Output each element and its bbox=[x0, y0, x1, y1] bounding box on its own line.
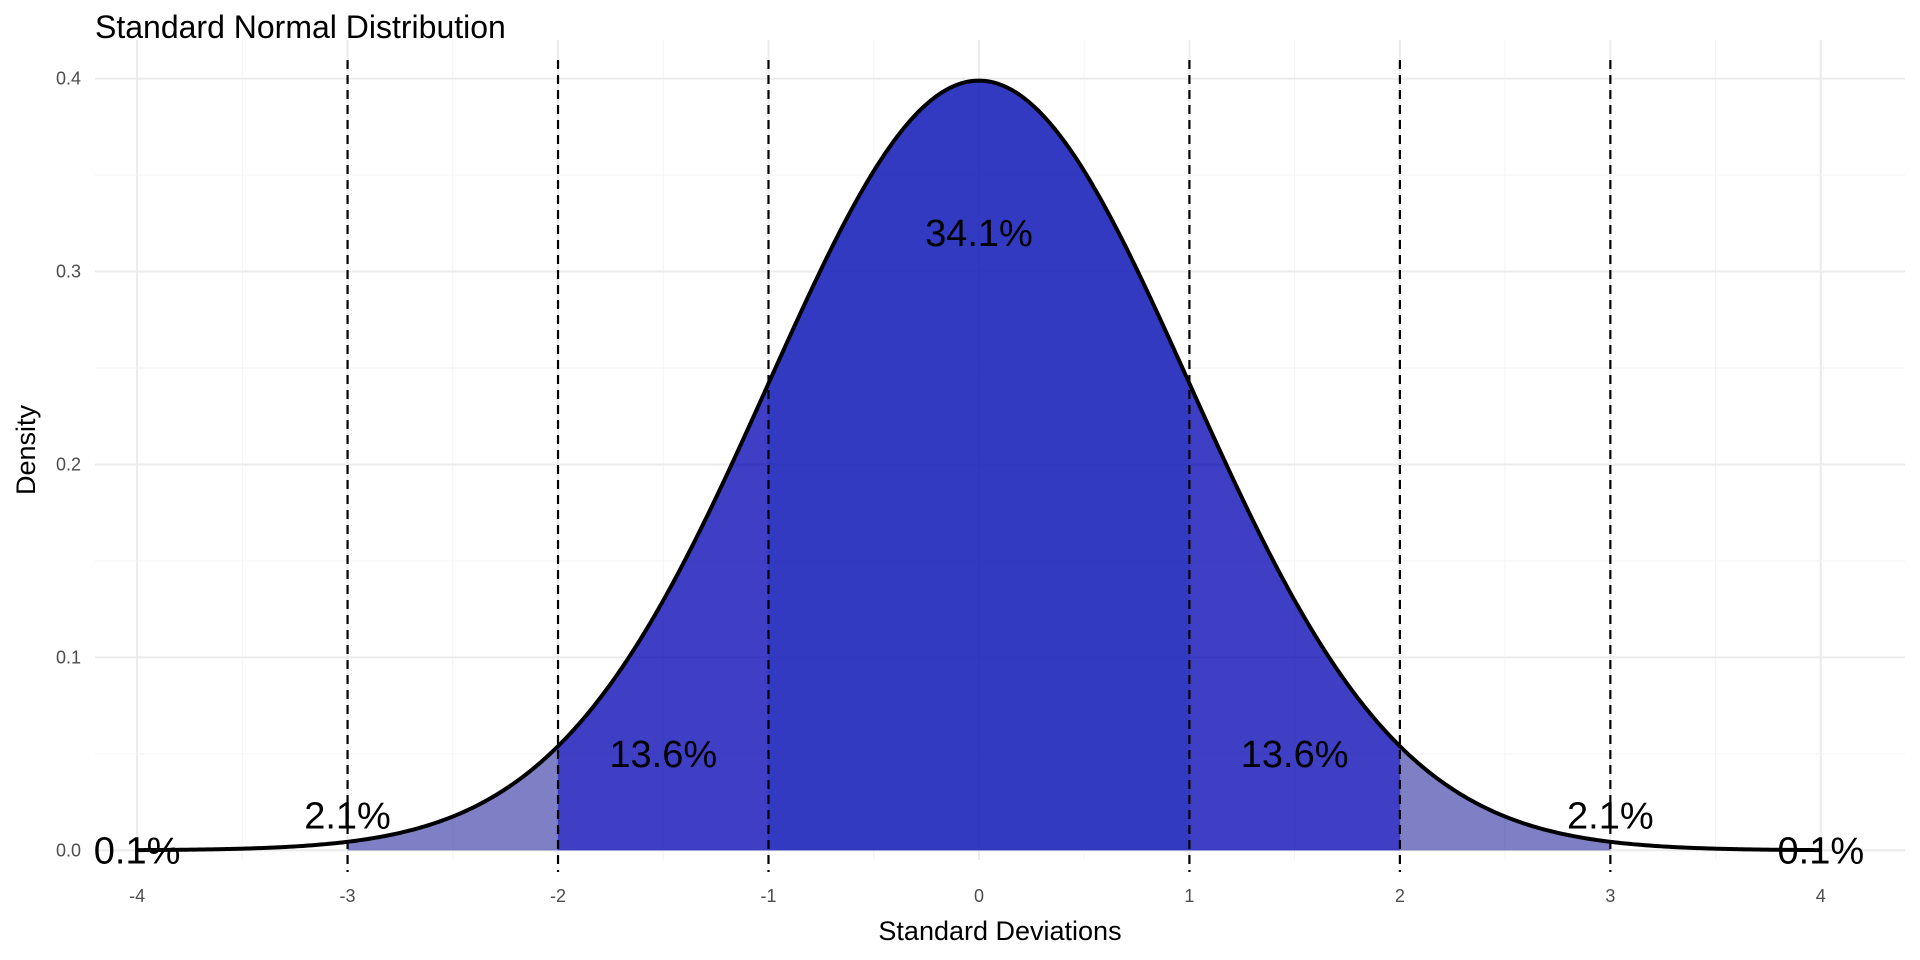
y-axis-title: Density bbox=[11, 404, 41, 495]
percentage-label: 13.6% bbox=[609, 734, 717, 776]
y-tick-label: 0.0 bbox=[56, 840, 81, 860]
shaded-regions bbox=[347, 80, 1611, 851]
reference-lines bbox=[346, 60, 1612, 872]
x-tick-label: -4 bbox=[129, 886, 145, 906]
density-curve-group bbox=[137, 78, 1821, 853]
x-tick-label: -2 bbox=[550, 886, 566, 906]
annotations: 34.1% 13.6% 13.6% 2.1% 2.1% 0.1% 0.1% bbox=[94, 213, 1864, 872]
x-tick-label: 2 bbox=[1395, 886, 1405, 906]
percentage-label: 0.1% bbox=[94, 830, 181, 872]
x-tick-label: 4 bbox=[1816, 886, 1826, 906]
x-tick-label: -1 bbox=[760, 886, 776, 906]
shaded-region bbox=[347, 80, 1611, 851]
chart-title: Standard Normal Distribution bbox=[95, 9, 506, 45]
percentage-label: 2.1% bbox=[1567, 796, 1654, 838]
density-curve bbox=[137, 78, 1821, 853]
x-tick-label: -3 bbox=[340, 886, 356, 906]
y-tick-label: 0.4 bbox=[56, 69, 81, 89]
x-axis-title: Standard Deviations bbox=[878, 916, 1121, 946]
percentage-label: 2.1% bbox=[304, 796, 391, 838]
y-tick-label: 0.2 bbox=[56, 454, 81, 474]
y-axis-ticks: 0.0 0.1 0.2 0.3 0.4 bbox=[56, 69, 81, 861]
percentage-label: 13.6% bbox=[1241, 734, 1349, 776]
y-tick-label: 0.1 bbox=[56, 647, 81, 667]
x-tick-label: 1 bbox=[1184, 886, 1194, 906]
x-tick-label: 0 bbox=[974, 886, 984, 906]
x-tick-label: 3 bbox=[1605, 886, 1615, 906]
percentage-label: 0.1% bbox=[1778, 830, 1865, 872]
y-tick-label: 0.3 bbox=[56, 262, 81, 282]
x-axis-ticks: -4 -3 -2 -1 0 1 2 3 4 bbox=[129, 886, 1826, 906]
percentage-label: 34.1% bbox=[925, 213, 1033, 255]
